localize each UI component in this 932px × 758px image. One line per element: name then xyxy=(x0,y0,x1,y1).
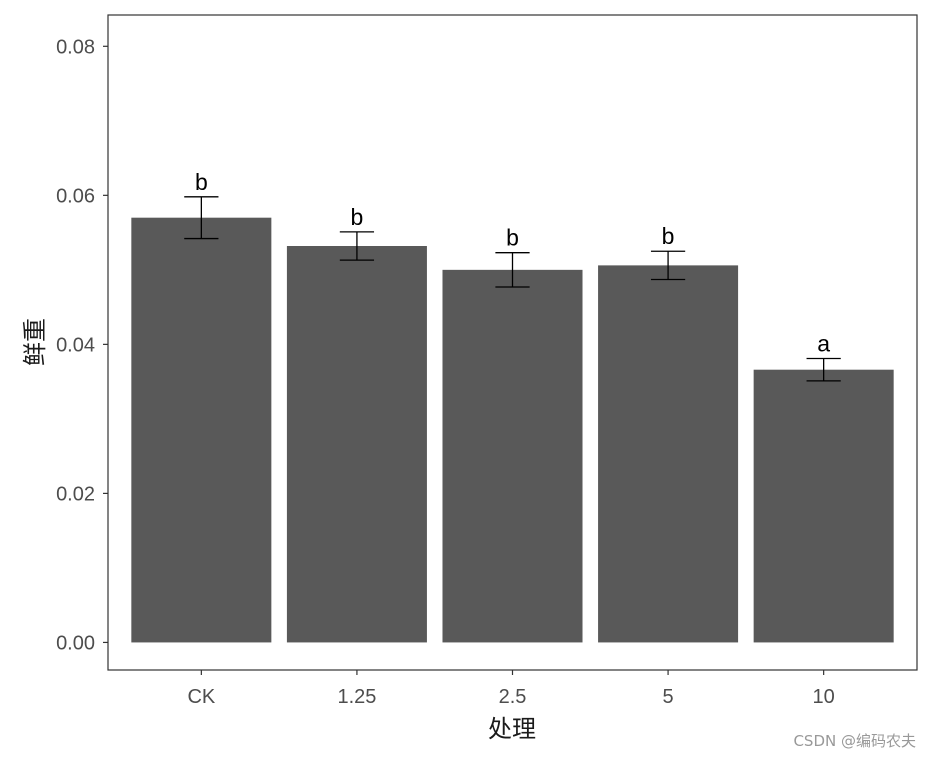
x-axis-title: 处理 xyxy=(488,715,536,743)
significance-label: a xyxy=(817,331,830,357)
y-tick-label: 0.06 xyxy=(56,185,95,207)
error-bar xyxy=(184,196,219,240)
x-tick-label: CK xyxy=(187,686,215,708)
y-axis-title: 鲜重 xyxy=(21,318,49,366)
bar xyxy=(286,246,427,643)
significance-labels-layer: b b b b a xyxy=(195,169,830,357)
y-tick-label: 0.02 xyxy=(56,483,95,505)
bar xyxy=(598,265,739,643)
bar xyxy=(753,369,894,643)
significance-label: b xyxy=(506,225,519,251)
x-tick-label: 10 xyxy=(813,686,835,708)
error-bar xyxy=(806,357,841,382)
x-axis: CK 1.25 2.5 5 10 xyxy=(187,670,835,708)
watermark-text: CSDN @编码农夫 xyxy=(793,732,916,750)
y-tick-label: 0.00 xyxy=(56,632,95,654)
significance-label: b xyxy=(195,169,208,195)
bars-layer xyxy=(131,217,894,643)
y-tick-label: 0.04 xyxy=(56,334,95,356)
error-bar xyxy=(495,252,530,288)
error-bar xyxy=(650,250,686,281)
significance-label: b xyxy=(662,223,675,249)
significance-label: b xyxy=(351,204,364,230)
x-tick-label: 5 xyxy=(663,686,674,708)
y-tick-label: 0.08 xyxy=(56,36,95,58)
error-bar xyxy=(339,231,375,261)
x-tick-label: 2.5 xyxy=(499,686,527,708)
bar xyxy=(442,269,583,643)
y-axis: 0.00 0.02 0.04 0.06 0.08 xyxy=(56,36,108,654)
error-bars-layer xyxy=(184,196,841,382)
bar xyxy=(131,217,272,643)
x-tick-label: 1.25 xyxy=(337,686,376,708)
